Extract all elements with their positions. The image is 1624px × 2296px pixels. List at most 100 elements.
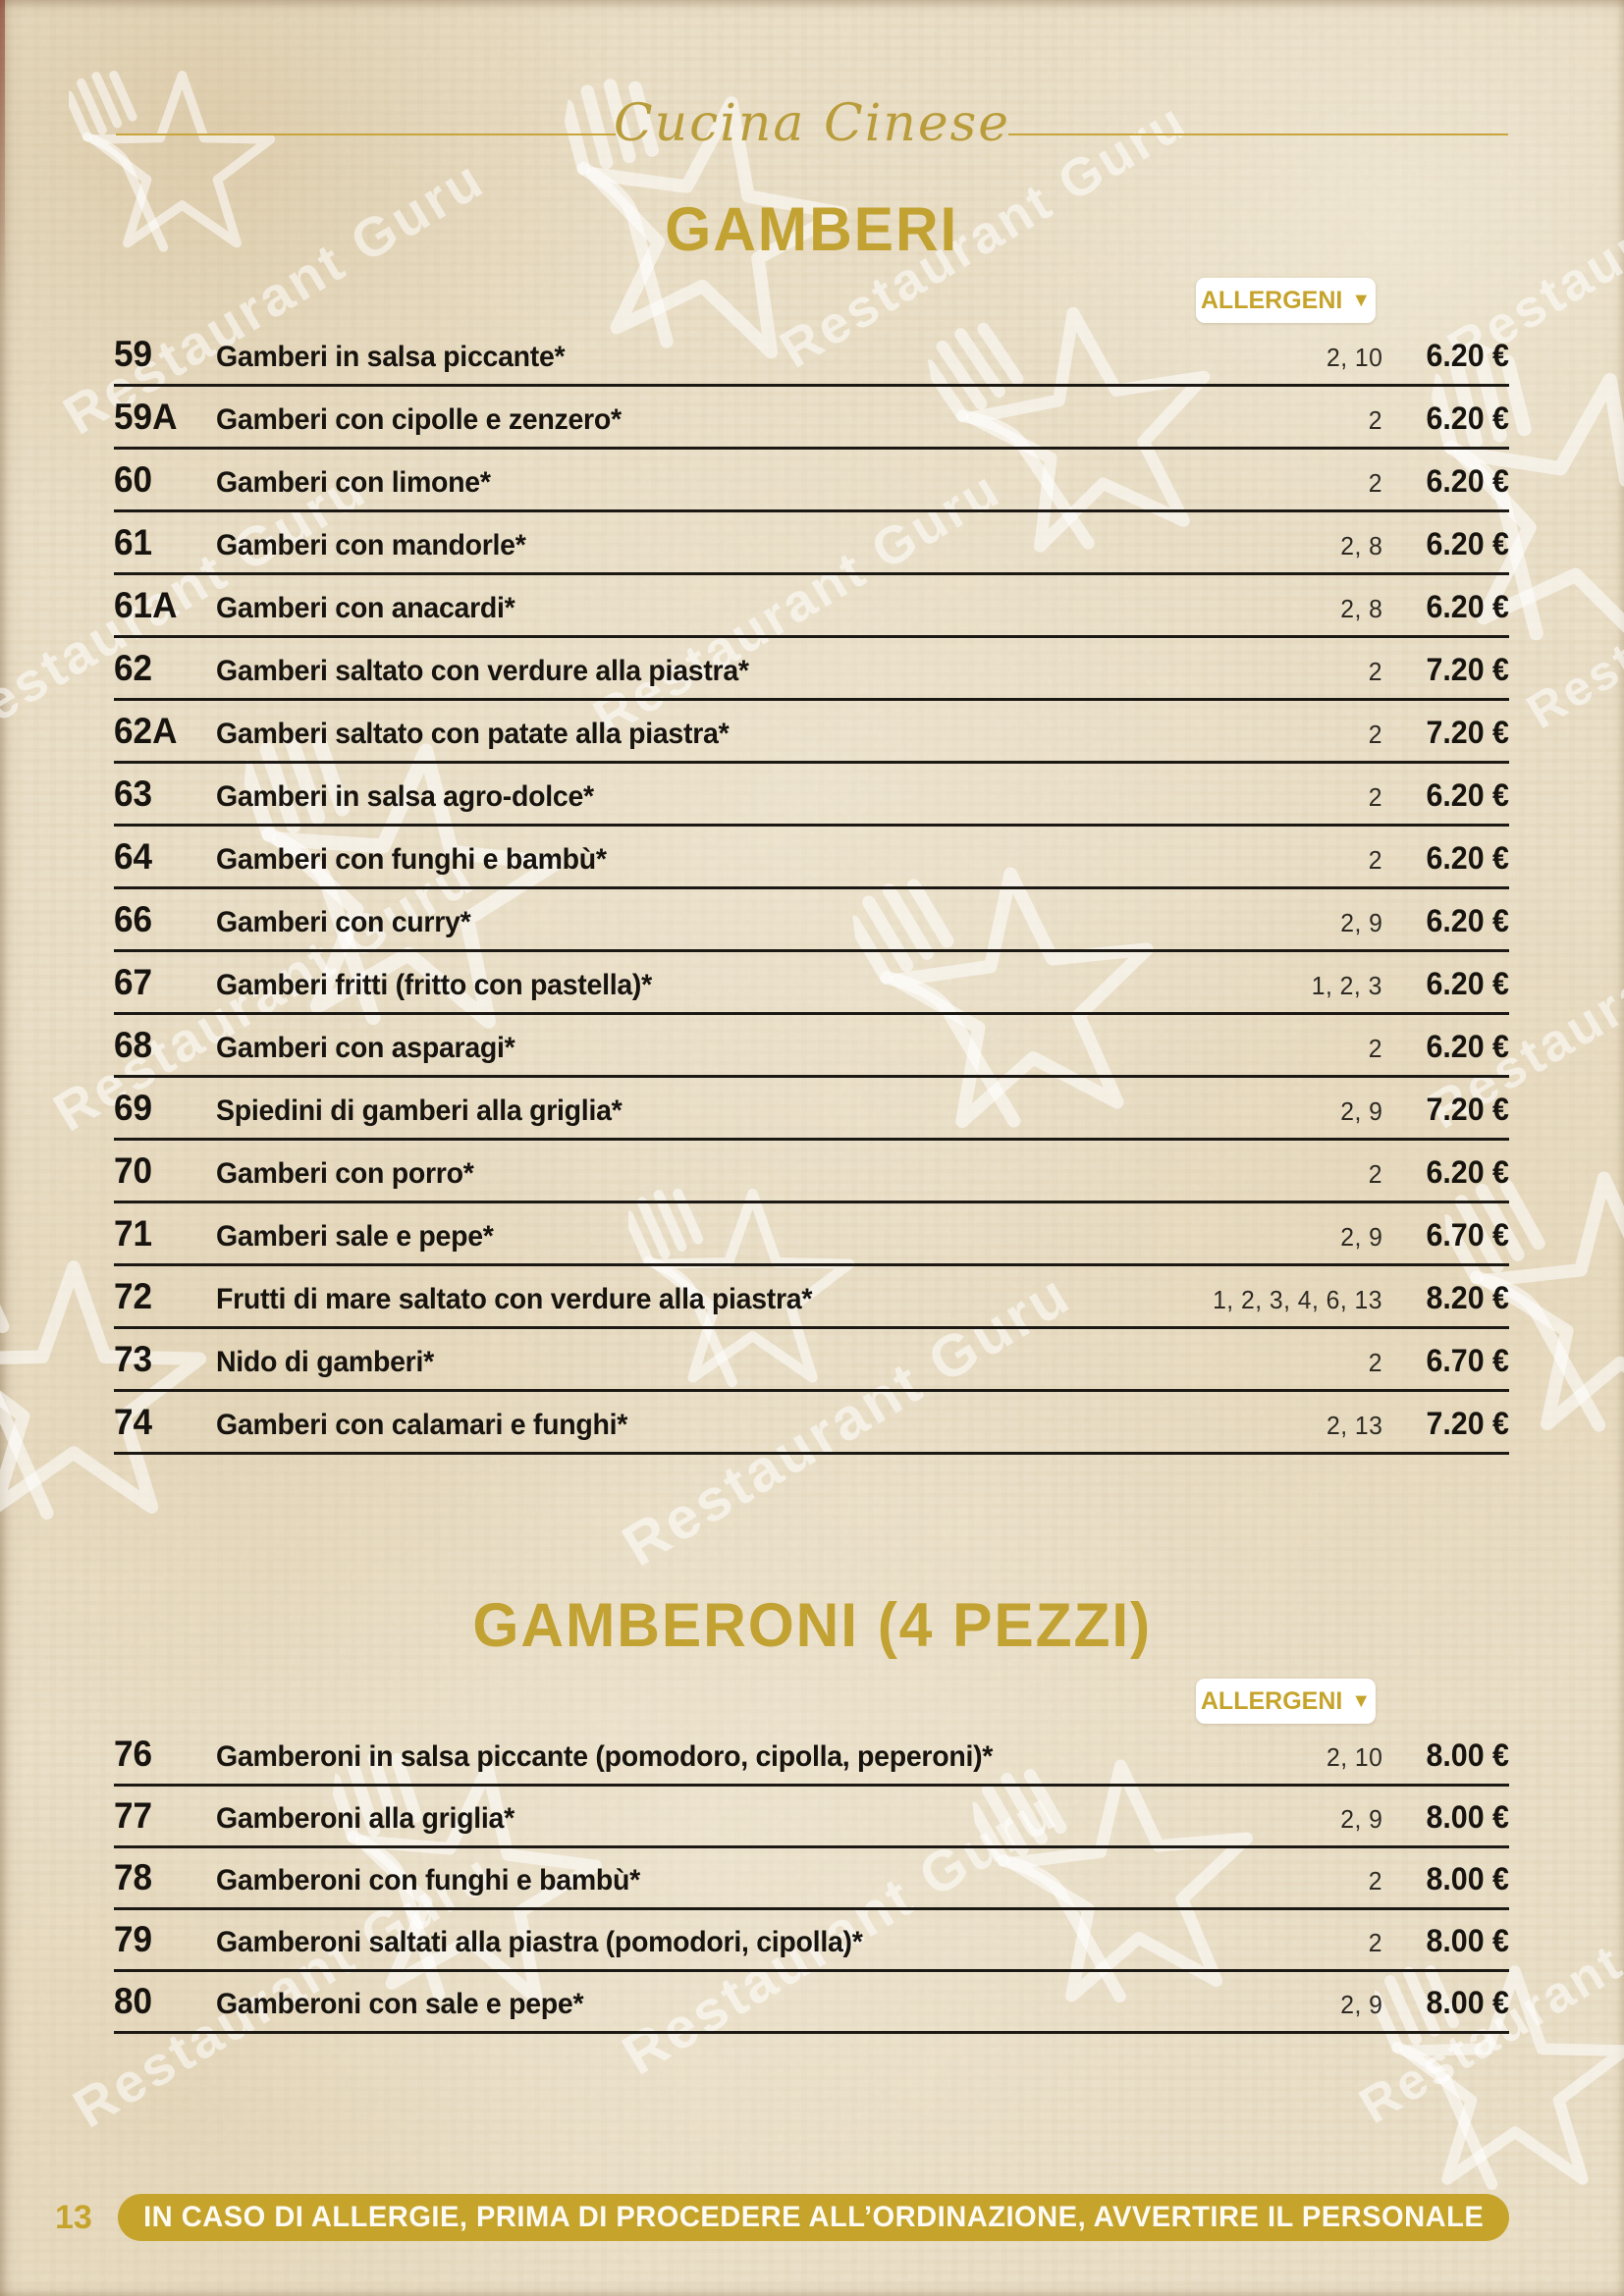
- item-allergens: 2: [1368, 657, 1382, 686]
- item-price: 8.00 €: [1426, 1861, 1509, 1896]
- item-price: 6.20 €: [1426, 966, 1509, 1001]
- item-price: 7.20 €: [1426, 715, 1509, 750]
- menu-item-row: 77 Gamberoni alla griglia* 2, 9 8.00 €: [114, 1787, 1509, 1848]
- item-name: Gamberi con calamari e funghi*: [216, 1409, 628, 1441]
- allergy-notice-text: IN CASO DI ALLERGIE, PRIMA DI PROCEDERE …: [142, 2201, 1485, 2233]
- item-name: Gamberi con porro*: [216, 1157, 474, 1190]
- menu-item-row: 62 Gamberi saltato con verdure alla piast…: [114, 638, 1509, 701]
- item-number: 59: [114, 334, 153, 374]
- item-price: 8.20 €: [1426, 1280, 1509, 1315]
- item-price: 7.20 €: [1426, 1092, 1509, 1127]
- item-number: 68: [114, 1025, 153, 1065]
- menu-item-row: 66 Gamberi con curry* 2, 9 6.20 €: [114, 889, 1509, 952]
- item-number: 73: [114, 1339, 153, 1379]
- menu-item-row: 59 Gamberi in salsa piccante* 2, 10 6.20 €: [114, 324, 1509, 387]
- allergen-badge: ALLERGENI ▼: [1196, 278, 1376, 323]
- item-price: 6.20 €: [1426, 400, 1509, 436]
- item-name: Gamberi con anacardi*: [216, 592, 515, 624]
- item-name: Gamberi con mandorle*: [216, 529, 526, 561]
- item-name: Gamberi fritti (fritto con pastella)*: [216, 969, 652, 1001]
- allergen-dropdown-icon: ▼: [1351, 1690, 1372, 1712]
- item-name: Gamberoni saltati alla piastra (pomodori…: [216, 1926, 863, 1958]
- item-number: 62: [114, 648, 153, 688]
- item-allergens: 2: [1368, 468, 1382, 498]
- menu-item-row: 62A Gamberi saltato con patate alla piast…: [114, 701, 1509, 764]
- scan-edge-artifact: [0, 0, 5, 304]
- item-allergens: 2: [1368, 405, 1382, 435]
- item-price: 6.20 €: [1426, 777, 1509, 813]
- item-price: 6.20 €: [1426, 1154, 1509, 1190]
- item-price: 8.00 €: [1426, 1985, 1509, 2020]
- item-allergens: 2, 10: [1326, 343, 1382, 372]
- item-price: 6.20 €: [1426, 338, 1509, 373]
- item-name: Gamberoni alla griglia*: [216, 1802, 514, 1835]
- item-allergens: 1, 2, 3: [1312, 971, 1382, 1000]
- item-allergens: 2, 8: [1339, 531, 1382, 561]
- page-number: 13: [55, 2199, 92, 2236]
- allergen-dropdown-icon: ▼: [1351, 290, 1372, 311]
- item-name: Nido di gamberi*: [216, 1346, 434, 1378]
- item-allergens: 2, 8: [1339, 594, 1382, 623]
- item-allergens: 2: [1368, 1348, 1382, 1377]
- menu-item-row: 70 Gamberi con porro* 2 6.20 €: [114, 1141, 1509, 1203]
- menu-item-row: 79 Gamberoni saltati alla piastra (pomodo…: [114, 1910, 1509, 1972]
- item-name: Gamberoni in salsa piccante (pomodoro, c…: [216, 1740, 994, 1773]
- item-number: 69: [114, 1088, 153, 1128]
- allergen-badge: ALLERGENI ▼: [1196, 1679, 1376, 1724]
- item-number: 80: [114, 1981, 153, 2021]
- item-name: Gamberi saltato con verdure alla piastra…: [216, 655, 749, 687]
- item-price: 7.20 €: [1426, 652, 1509, 687]
- item-allergens: 2: [1368, 720, 1382, 749]
- item-number: 78: [114, 1857, 153, 1897]
- item-allergens: 2: [1368, 1928, 1382, 1957]
- page-footer: 13 IN CASO DI ALLERGIE, PRIMA DI PROCEDE…: [0, 2191, 1624, 2250]
- item-name: Gamberi con cipolle e zenzero*: [216, 403, 622, 436]
- item-name: Gamberi in salsa agro-dolce*: [216, 780, 594, 813]
- menu-item-row: 74 Gamberi con calamari e funghi* 2, 13 7.2…: [114, 1392, 1509, 1455]
- item-name: Frutti di mare saltato con verdure alla …: [216, 1283, 813, 1315]
- item-price: 8.00 €: [1426, 1799, 1509, 1835]
- item-number: 74: [114, 1402, 153, 1442]
- item-number: 59A: [114, 397, 178, 437]
- item-price: 6.70 €: [1426, 1217, 1509, 1253]
- item-allergens: 2: [1368, 845, 1382, 875]
- item-number: 64: [114, 836, 153, 877]
- menu-item-row: 73 Nido di gamberi* 2 6.70 €: [114, 1329, 1509, 1392]
- item-price: 6.20 €: [1426, 903, 1509, 938]
- item-allergens: 2, 9: [1339, 1222, 1382, 1252]
- item-allergens: 2: [1368, 1034, 1382, 1063]
- item-allergens: 2: [1368, 782, 1382, 812]
- section-title: GAMBERONI (4 PEZZI): [472, 1591, 1152, 1660]
- item-name: Gamberi con asparagi*: [216, 1032, 515, 1064]
- item-allergens: 2, 9: [1339, 1096, 1382, 1126]
- menu-item-row: 76 Gamberoni in salsa piccante (pomodoro,…: [114, 1725, 1509, 1787]
- menu-section-gamberoni: GAMBERONI (4 PEZZI) ALLERGENI ▼ 76 Gamber…: [0, 1590, 1624, 2037]
- item-price: 8.00 €: [1426, 1737, 1509, 1773]
- item-number: 77: [114, 1795, 153, 1836]
- item-name: Gamberi con limone*: [216, 466, 491, 499]
- menu-item-row: 67 Gamberi fritti (fritto con pastella)* 1…: [114, 952, 1509, 1015]
- menu-item-row: 61 Gamberi con mandorle* 2, 8 6.20 €: [114, 512, 1509, 575]
- allergen-label: ALLERGENI: [1200, 1686, 1343, 1715]
- menu-item-row: 60 Gamberi con limone* 2 6.20 €: [114, 450, 1509, 512]
- item-price: 6.20 €: [1426, 463, 1509, 499]
- menu-item-row: 78 Gamberoni con funghi e bambù* 2 8.00 €: [114, 1848, 1509, 1910]
- item-number: 72: [114, 1276, 153, 1316]
- menu-section-gamberi: GAMBERI ALLERGENI ▼ 59 Gamberi in salsa p…: [0, 194, 1624, 1457]
- item-allergens: 2, 9: [1339, 1990, 1382, 2019]
- menu-items-list: 76 Gamberoni in salsa piccante (pomodoro,…: [114, 1725, 1509, 2034]
- menu-item-row: 61A Gamberi con anacardi* 2, 8 6.20 €: [114, 575, 1509, 638]
- item-name: Gamberi saltato con patate alla piastra*: [216, 718, 730, 750]
- item-number: 71: [114, 1213, 153, 1254]
- item-number: 70: [114, 1150, 153, 1191]
- item-number: 76: [114, 1734, 153, 1774]
- item-allergens: 2: [1368, 1159, 1382, 1189]
- item-allergens: 2, 9: [1339, 908, 1382, 937]
- item-allergens: 2: [1368, 1866, 1382, 1896]
- menu-item-row: 68 Gamberi con asparagi* 2 6.20 €: [114, 1015, 1509, 1078]
- item-price: 6.70 €: [1426, 1343, 1509, 1378]
- item-number: 66: [114, 899, 153, 939]
- item-allergens: 2, 10: [1326, 1742, 1382, 1772]
- item-name: Gamberoni con sale e pepe*: [216, 1988, 584, 2020]
